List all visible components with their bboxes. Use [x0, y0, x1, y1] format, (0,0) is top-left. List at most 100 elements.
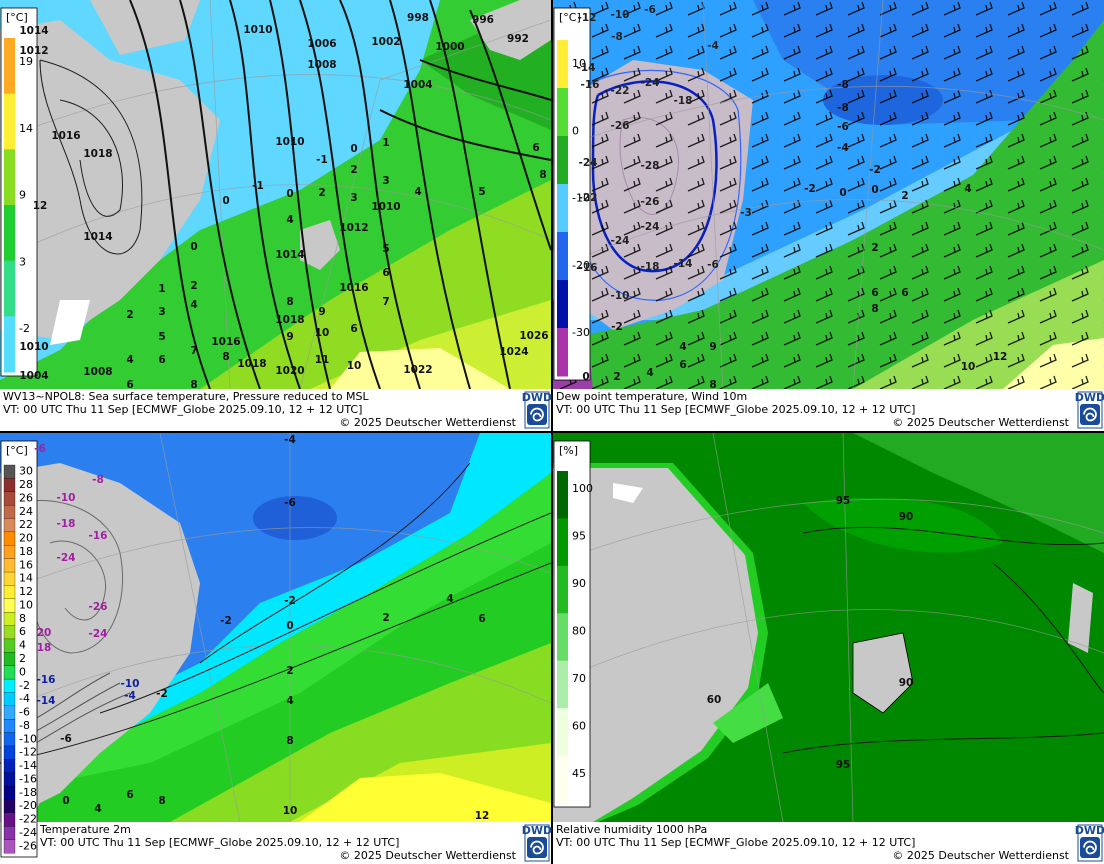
caption-copyright: © 2025 Deutscher Wetterdienst [339, 849, 516, 862]
contour-label: -24 [57, 552, 76, 564]
contour-label: -14 [37, 695, 56, 707]
contour-label: 8 [286, 735, 293, 747]
contour-label: 8 [871, 303, 878, 315]
contour-label: 11 [315, 354, 330, 366]
legend-label: 10 [19, 598, 33, 611]
legend-label: 95 [572, 530, 586, 543]
dwd-logo: DWD [522, 824, 552, 862]
contour-label: 3 [350, 192, 357, 204]
legend-swatch [3, 692, 16, 707]
legend-unit: [%] [559, 444, 578, 457]
contour-label: -6 [284, 497, 296, 509]
legend-label: 28 [19, 478, 33, 491]
legend-swatch [3, 678, 16, 693]
legend-swatch [557, 518, 568, 567]
legend-swatch [557, 755, 568, 804]
contour-label: 1020 [275, 365, 304, 377]
legend-label: -26 [19, 839, 37, 852]
contour-label: -22 [611, 85, 630, 97]
logo-mark [1080, 404, 1100, 425]
dwd-logo: DWD [1075, 391, 1104, 429]
legend-label: 0 [572, 124, 579, 137]
contour-label: 90 [899, 677, 914, 689]
legend-swatch [3, 719, 16, 734]
contour-label: -3 [740, 207, 752, 219]
contour-label: -24 [89, 628, 108, 640]
caption-time: VT: 00 UTC Thu 11 Sep [ECMWF_Globe 2025.… [556, 836, 915, 849]
contour-label: 0 [582, 371, 589, 383]
contour-label: 1016 [339, 282, 368, 294]
contour-label: 6 [382, 267, 389, 279]
logo-text: DWD [522, 824, 552, 837]
legend-swatch [557, 136, 568, 185]
contour-label: 12 [993, 351, 1008, 363]
legend-swatch [3, 531, 16, 546]
contour-label: -16 [581, 79, 600, 91]
contour-label: 6 [126, 789, 133, 801]
contour-label: 10 [283, 805, 298, 817]
legend-label: 22 [19, 518, 33, 531]
legend-label: 30 [19, 465, 33, 478]
contour-label: 3 [158, 306, 165, 318]
dwd-logo: DWD [1075, 824, 1104, 862]
contour-label: -6 [644, 4, 656, 16]
contour-label: 8 [286, 296, 293, 308]
logo-mark [527, 837, 547, 858]
legend-label: -18 [19, 786, 37, 799]
contour-label: -16 [89, 530, 108, 542]
caption-time: VT: 00 UTC Thu 11 Sep [ECMWF_Globe 2025.… [40, 836, 399, 849]
contour-label: -2 [869, 164, 881, 176]
legend-label: 24 [19, 505, 33, 518]
contour-label: -1 [316, 154, 328, 166]
contour-label: 992 [507, 33, 529, 45]
legend-label: -20 [19, 799, 37, 812]
legend: [%] 100 95 90 80 70 60 45 [553, 440, 593, 808]
panel-dewpoint-wind: [°C]100-10-20-30-12 -10-8-6-4-14-16 -22-24… [553, 0, 1104, 431]
contour-label: 1016 [51, 130, 80, 142]
legend-swatch [3, 545, 16, 560]
contour-label: -26 [611, 120, 630, 132]
contour-label: 4 [286, 214, 293, 226]
legend-swatch [557, 184, 568, 233]
legend-swatch [3, 826, 16, 841]
legend-swatch [3, 504, 16, 519]
legend: [°C]302826242220181614121086420-2-4-6-8-… [0, 440, 38, 858]
contour-label: 12 [475, 810, 490, 822]
contour-label: 0 [62, 795, 69, 807]
contour-label: -22 [579, 192, 598, 204]
legend-unit: [°C] [6, 11, 28, 24]
contour-label: 1010 [243, 24, 272, 36]
caption-copyright: © 2025 Deutscher Wetterdienst [339, 416, 516, 429]
contour-label: 0 [350, 143, 357, 155]
caption-time: VT: 00 UTC Thu 11 Sep [ECMWF_Globe 2025.… [3, 403, 362, 416]
contour-label: 1010 [275, 136, 304, 148]
legend: [°C] 19 14 9 3 -2 [0, 7, 38, 377]
contour-label: -2 [611, 321, 623, 333]
contour-label: 2 [190, 280, 197, 292]
contour-label: -18 [674, 95, 693, 107]
contour-label: 0 [222, 195, 229, 207]
contour-label: 2 [126, 309, 133, 321]
legend-label: 60 [572, 719, 586, 732]
contour-label: 95 [836, 759, 851, 771]
contour-label: 9 [709, 341, 716, 353]
contour-label: 6 [871, 287, 878, 299]
contour-label: 7 [190, 345, 197, 357]
logo-swirl [1083, 840, 1097, 855]
contour-label: 18 [37, 642, 52, 654]
legend-label: -30 [572, 326, 590, 339]
contour-label: -10 [611, 290, 630, 302]
contour-label: 6 [158, 354, 165, 366]
legend-swatch [3, 732, 16, 747]
contour-label: 1026 [519, 330, 548, 342]
legend-label: 70 [572, 672, 586, 685]
legend-swatch [557, 708, 568, 757]
contour-label: 1016 [211, 336, 240, 348]
contour-label: 1012 [19, 45, 48, 57]
legend-label: -4 [19, 692, 30, 705]
contour-label: 1010 [19, 341, 48, 353]
contour-label: -18 [57, 518, 76, 530]
legend-swatch [3, 799, 16, 814]
legend-label: 9 [19, 189, 26, 202]
